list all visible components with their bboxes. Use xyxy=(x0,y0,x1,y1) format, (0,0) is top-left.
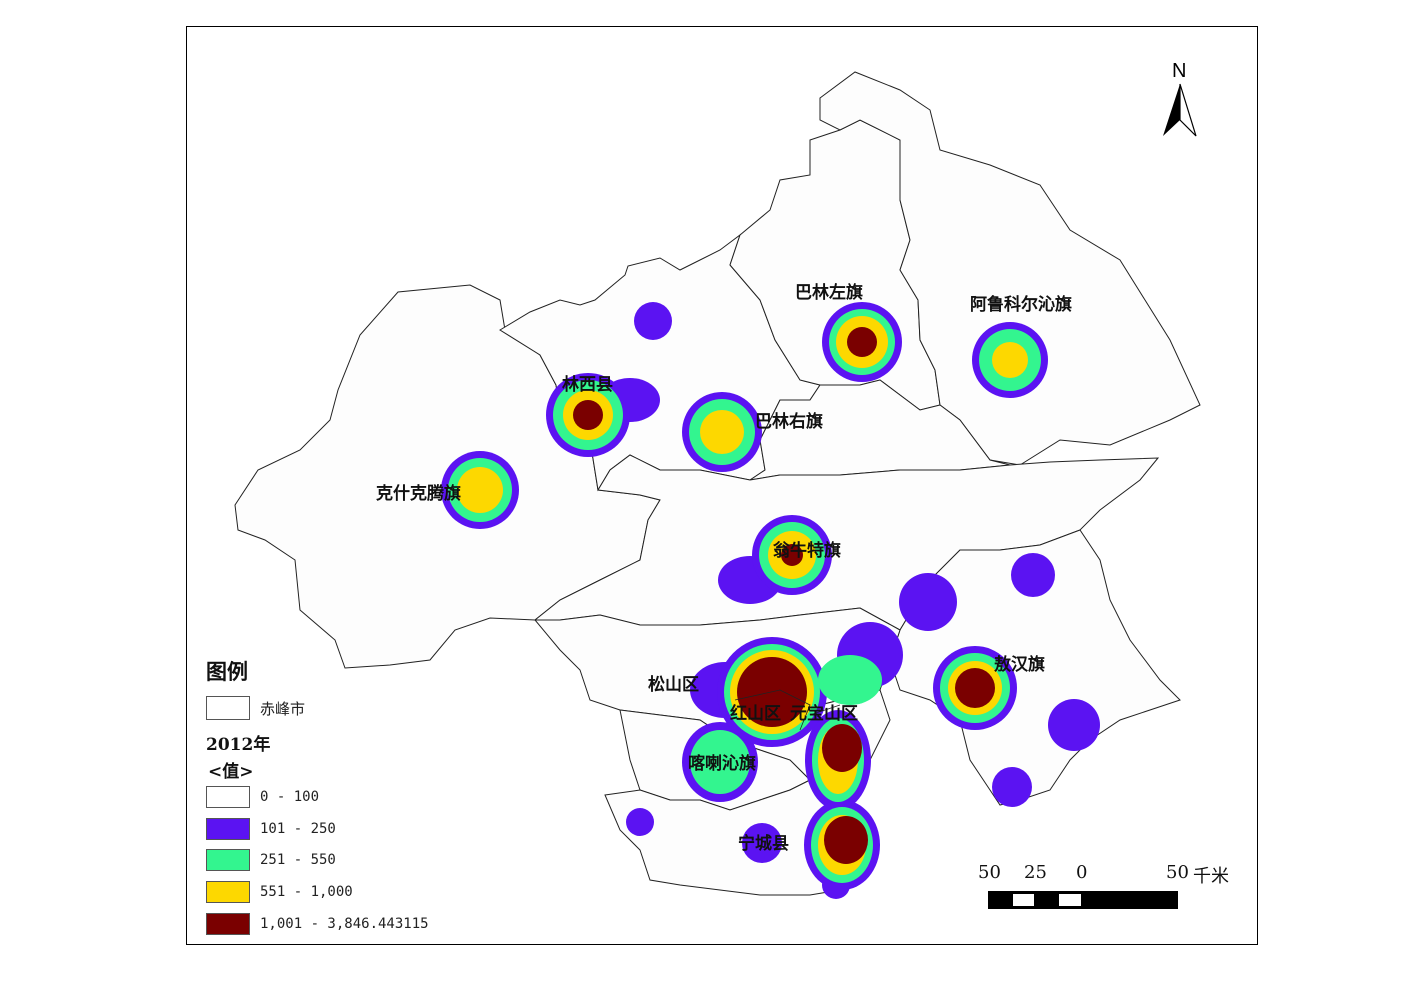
scale-bar xyxy=(988,891,1178,909)
legend-class-swatch xyxy=(206,881,250,903)
legend-class-swatch xyxy=(206,786,250,808)
hotspot-small xyxy=(742,823,782,863)
map-frame xyxy=(186,26,1258,945)
hotspot-small xyxy=(1011,553,1055,597)
region-boundary-aohan xyxy=(889,529,1181,806)
hotspot-alukeerqin xyxy=(972,322,1048,398)
region-label: 阿鲁科尔沁旗 xyxy=(970,294,1072,315)
scale-tick-label: 50 xyxy=(1166,862,1189,883)
scale-tick-label: 50 xyxy=(978,862,1001,883)
hotspot-small xyxy=(1048,699,1100,751)
legend-class-swatch xyxy=(206,849,250,871)
legend-boundary-swatch xyxy=(206,696,250,720)
legend-title: 图例 xyxy=(206,659,248,684)
legend-class-label: 1,001 - 3,846.443115 xyxy=(260,916,429,932)
legend-class-row: 0 - 100 xyxy=(206,786,319,808)
region-label: 翁牛特旗 xyxy=(773,540,841,561)
legend-boundary-row: 赤峰市 xyxy=(206,696,305,720)
hotspot-small xyxy=(899,573,957,631)
region-label: 敖汉旗 xyxy=(994,654,1045,675)
legend-boundary-label: 赤峰市 xyxy=(260,699,306,718)
hotspot-small xyxy=(634,302,672,340)
hotspot-small xyxy=(626,808,654,836)
region-labels: 巴林左旗 阿鲁科尔沁旗 林西县 巴林右旗 克什克腾旗 翁牛特旗 敖汉旗 松山区 … xyxy=(376,282,1072,854)
hotspot-wengniute xyxy=(718,515,832,604)
region-label: 喀喇沁旗 xyxy=(688,753,756,774)
scale-tick-label: 0 xyxy=(1076,862,1088,883)
region-label: 松山区 xyxy=(648,674,699,695)
legend-class-row: 1,001 - 3,846.443115 xyxy=(206,913,429,935)
north-arrow: N xyxy=(1163,60,1197,137)
north-arrow-label: N xyxy=(1172,60,1186,82)
region-label: 巴林右旗 xyxy=(755,411,823,432)
hotspot-linxi xyxy=(546,373,660,457)
hotspot-balinzuo xyxy=(822,302,902,382)
region-label: 元宝山区 xyxy=(790,703,858,724)
scale-unit-label: 千米 xyxy=(1193,866,1229,887)
legend-class-label: 101 - 250 xyxy=(260,821,336,837)
scale-tick-label: 25 xyxy=(1024,862,1047,883)
region-boundary-alukeerqin xyxy=(819,71,1201,466)
internal-boundary-overlay xyxy=(734,689,841,731)
hotspot-balinyou xyxy=(682,392,762,472)
legend-class-swatch xyxy=(206,818,250,840)
density-hotspots xyxy=(441,302,1100,899)
legend-year-label: 2012年 xyxy=(206,735,271,755)
legend-class-row: 251 - 550 xyxy=(206,849,336,871)
legend-class-label: 251 - 550 xyxy=(260,852,336,868)
region-label: 林西县 xyxy=(562,374,613,395)
region-label: 红山区 xyxy=(730,703,781,724)
legend-value-label: <值> xyxy=(208,762,254,782)
legend-class-swatch xyxy=(206,913,250,935)
legend-class-label: 551 - 1,000 xyxy=(260,884,353,900)
legend-class-row: 101 - 250 xyxy=(206,818,336,840)
region-boundary-balinyou xyxy=(749,379,1011,481)
legend-class-label: 0 - 100 xyxy=(260,789,320,805)
hotspot-aohan xyxy=(933,646,1017,730)
legend-class-row: 551 - 1,000 xyxy=(206,881,353,903)
hotspot-keshiketeng xyxy=(441,451,519,529)
region-label: 宁城县 xyxy=(738,833,789,854)
region-label: 克什克腾旗 xyxy=(376,483,461,504)
hotspot-small xyxy=(992,767,1032,807)
region-label: 巴林左旗 xyxy=(795,282,863,303)
